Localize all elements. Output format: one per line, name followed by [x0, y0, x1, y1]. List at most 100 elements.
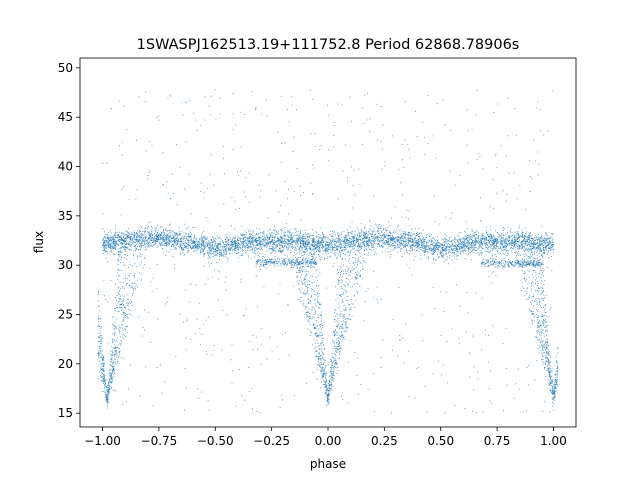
- data-point: [234, 249, 236, 251]
- data-point: [332, 247, 334, 249]
- data-point: [202, 240, 204, 242]
- data-point: [291, 233, 292, 235]
- data-point: [438, 248, 439, 250]
- data-point: [506, 242, 507, 244]
- data-point: [203, 253, 205, 254]
- data-point: [456, 241, 458, 243]
- data-point: [477, 232, 479, 234]
- data-point: [401, 242, 403, 244]
- data-point: [247, 230, 249, 232]
- data-point: [233, 245, 235, 247]
- data-point: [178, 239, 180, 241]
- data-point: [118, 239, 120, 241]
- data-point: [533, 244, 535, 246]
- data-point: [414, 248, 416, 250]
- data-point: [543, 252, 545, 254]
- data-point: [442, 256, 444, 258]
- data-point: [119, 235, 120, 237]
- data-point: [252, 235, 254, 237]
- data-point: [322, 233, 324, 235]
- data-point: [300, 233, 301, 235]
- data-point: [114, 254, 116, 255]
- data-point: [108, 239, 110, 241]
- data-point: [114, 240, 116, 242]
- data-point: [405, 237, 407, 239]
- data-point: [226, 242, 228, 244]
- data-point: [521, 242, 523, 244]
- data-point: [219, 242, 221, 244]
- data-point: [110, 247, 112, 249]
- data-point: [523, 237, 525, 239]
- data-point: [522, 235, 524, 237]
- data-point: [192, 245, 194, 247]
- data-point: [270, 242, 272, 243]
- data-point: [129, 237, 131, 239]
- data-point: [439, 242, 441, 244]
- data-point: [242, 246, 244, 248]
- data-point: [272, 233, 274, 235]
- data-point: [256, 239, 258, 241]
- data-point: [396, 228, 398, 230]
- data-point: [406, 239, 408, 241]
- data-point: [489, 251, 491, 252]
- data-point: [207, 241, 209, 243]
- data-point: [211, 245, 213, 246]
- data-point: [105, 243, 107, 245]
- data-point: [493, 241, 495, 243]
- data-point: [392, 239, 394, 241]
- data-point: [153, 236, 155, 238]
- data-point: [462, 252, 464, 254]
- data-point: [326, 245, 328, 247]
- data-point: [508, 243, 510, 244]
- data-point: [490, 237, 492, 239]
- data-point: [436, 240, 438, 242]
- data-point: [520, 235, 522, 237]
- data-point: [342, 250, 344, 252]
- data-point: [287, 236, 289, 238]
- data-point: [291, 235, 292, 237]
- data-point: [463, 242, 465, 244]
- data-point: [259, 237, 260, 239]
- data-point: [138, 236, 140, 237]
- data-point: [273, 244, 275, 245]
- data-point: [219, 240, 221, 242]
- data-point: [286, 239, 288, 241]
- data-point: [154, 228, 156, 230]
- data-point: [136, 237, 138, 238]
- data-point: [234, 241, 236, 243]
- data-point: [204, 235, 206, 237]
- data-point: [144, 242, 145, 244]
- data-point: [277, 242, 279, 244]
- data-point: [118, 236, 120, 238]
- data-point: [267, 230, 269, 232]
- data-point: [165, 235, 166, 236]
- data-point: [552, 248, 554, 250]
- data-point: [115, 243, 117, 245]
- data-point: [506, 238, 508, 240]
- data-point: [232, 244, 234, 246]
- data-point: [431, 240, 433, 242]
- data-point: [386, 229, 388, 231]
- data-point: [237, 247, 239, 249]
- data-point: [447, 240, 449, 242]
- data-point: [114, 241, 116, 243]
- data-point: [347, 241, 349, 243]
- data-point: [312, 241, 313, 243]
- data-point: [433, 259, 435, 260]
- data-point: [493, 240, 495, 242]
- data-point: [368, 245, 370, 246]
- data-point: [375, 248, 377, 250]
- data-point: [377, 239, 379, 240]
- data-point: [116, 240, 118, 242]
- data-point: [517, 238, 519, 240]
- data-point: [297, 244, 299, 246]
- data-point: [181, 240, 183, 242]
- data-point: [372, 232, 374, 234]
- data-point: [410, 232, 412, 234]
- data-point: [174, 238, 176, 240]
- data-point: [380, 246, 382, 248]
- data-point: [263, 237, 265, 239]
- data-point: [391, 240, 393, 242]
- data-point: [283, 248, 285, 250]
- data-point: [506, 245, 508, 246]
